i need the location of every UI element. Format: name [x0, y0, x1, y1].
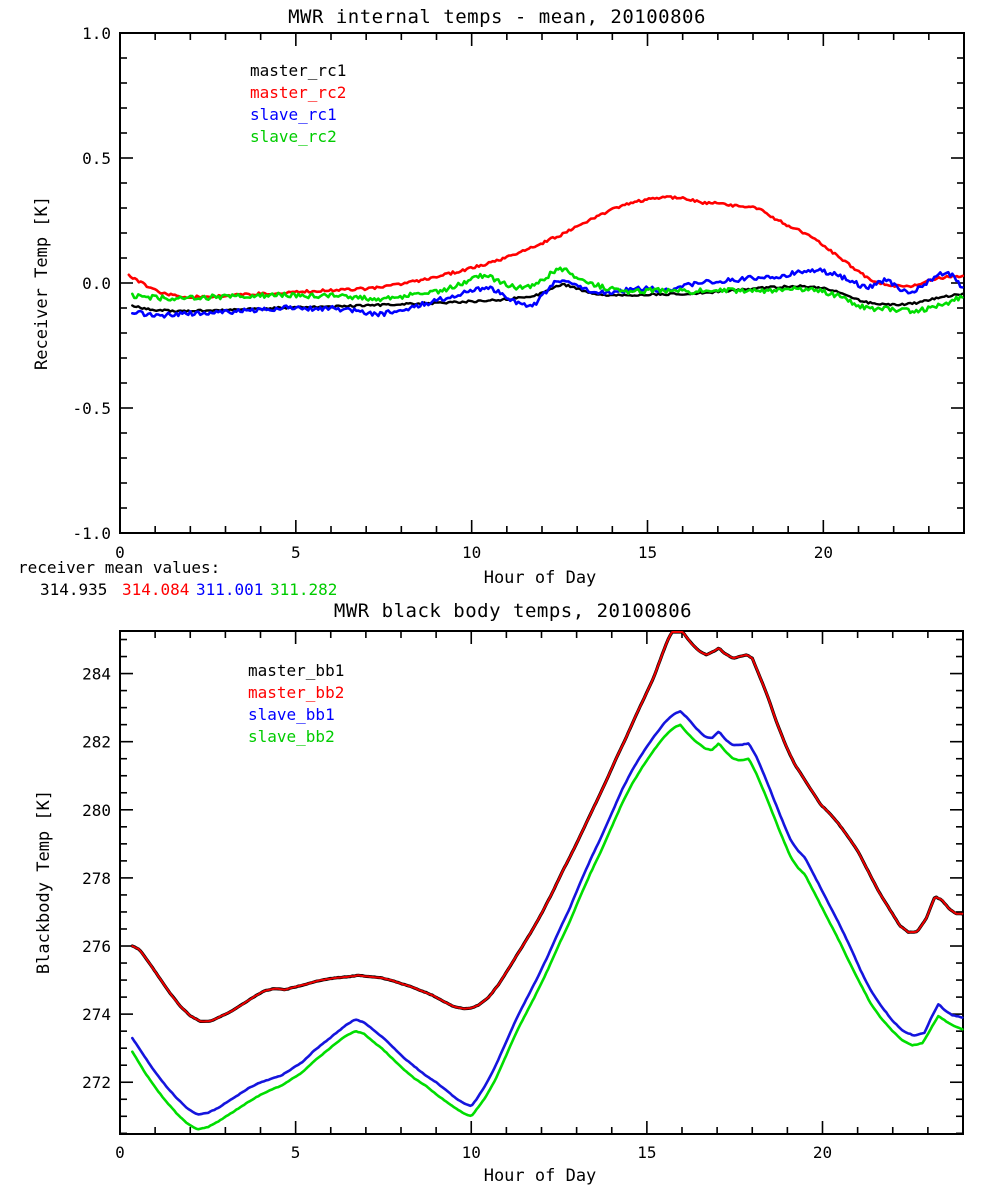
- bottom-yaxis-title: Blackbody Temp [K]: [34, 789, 54, 975]
- y-tick-label: -0.5: [72, 399, 111, 418]
- x-tick-label: 15: [637, 1143, 656, 1162]
- series-master_bb2: [131, 631, 964, 1023]
- legend-entry-slave-rc1: slave_rc1: [250, 105, 337, 124]
- y-tick-label: 274: [82, 1005, 111, 1024]
- top-chart-title: MWR internal temps - mean, 20100806: [288, 6, 706, 28]
- legend-entry-slave-bb2: slave_bb2: [248, 727, 335, 746]
- top-xaxis-title: Hour of Day: [483, 568, 597, 588]
- y-tick-label: 280: [82, 801, 111, 820]
- legend-entry-slave-rc2: slave_rc2: [250, 127, 337, 146]
- bottom-xaxis-title: Hour of Day: [483, 1166, 597, 1186]
- x-tick-label: 10: [462, 1143, 481, 1162]
- series-slave_bb2: [131, 723, 964, 1131]
- x-tick-label: 10: [462, 543, 481, 562]
- y-tick-label: 272: [82, 1073, 111, 1092]
- mean-value-master-rc2: 314.084: [122, 580, 190, 599]
- plot-frame: [119, 630, 964, 1135]
- y-tick-label: 278: [82, 869, 111, 888]
- legend-entry-master-rc2: master_rc2: [250, 83, 347, 102]
- x-tick-label: 5: [291, 1143, 301, 1162]
- mean-value-slave-rc2: 311.282: [270, 580, 338, 599]
- y-tick-label: 1.0: [82, 24, 111, 43]
- mean-value-slave-rc1: 311.001: [196, 580, 264, 599]
- y-tick-label: 0.5: [82, 149, 111, 168]
- x-tick-label: 20: [814, 543, 833, 562]
- x-tick-label: 15: [638, 543, 657, 562]
- mean-values-label: receiver mean values:: [18, 558, 221, 577]
- series-slave_rc1: [131, 267, 964, 319]
- top-legend: master_rc1 master_rc2 slave_rc1 slave_rc…: [250, 60, 346, 148]
- legend-entry-master-bb2: master_bb2: [248, 683, 345, 702]
- legend-entry-master-bb1: master_bb1: [248, 661, 345, 680]
- mean-value-master-rc1: 314.935: [40, 580, 108, 599]
- legend-entry-slave-bb1: slave_bb1: [248, 705, 335, 724]
- y-tick-label: 276: [82, 937, 111, 956]
- x-tick-label: 0: [115, 1143, 125, 1162]
- x-tick-label: 20: [813, 1143, 832, 1162]
- plot-frame: [119, 32, 965, 534]
- series-master_rc1: [131, 282, 964, 314]
- series-slave_rc2: [131, 266, 964, 315]
- y-tick-label: 284: [82, 665, 111, 684]
- series-master_rc2: [127, 195, 965, 300]
- x-tick-label: 5: [291, 543, 301, 562]
- chart-receiver-temps: 0 5 10 15 20 1.0 0.5 0.0 -0.5 -1.0: [72, 24, 965, 562]
- bottom-legend: master_bb1 master_bb2 slave_bb1 slave_bb…: [248, 660, 344, 748]
- chart-blackbody-temps: 0 5 10 15 20 284 282 280 278 276 274 272: [82, 630, 964, 1162]
- y-tick-label: 0.0: [82, 274, 111, 293]
- top-yaxis-title: Receiver Temp [K]: [32, 196, 52, 370]
- legend-entry-master-rc1: master_rc1: [250, 61, 347, 80]
- y-tick-label: 282: [82, 733, 111, 752]
- y-tick-label: -1.0: [72, 524, 111, 543]
- x-tick-label: 0: [115, 543, 125, 562]
- series-slave_bb1: [131, 710, 964, 1116]
- bottom-chart-title: MWR black body temps, 20100806: [333, 600, 693, 622]
